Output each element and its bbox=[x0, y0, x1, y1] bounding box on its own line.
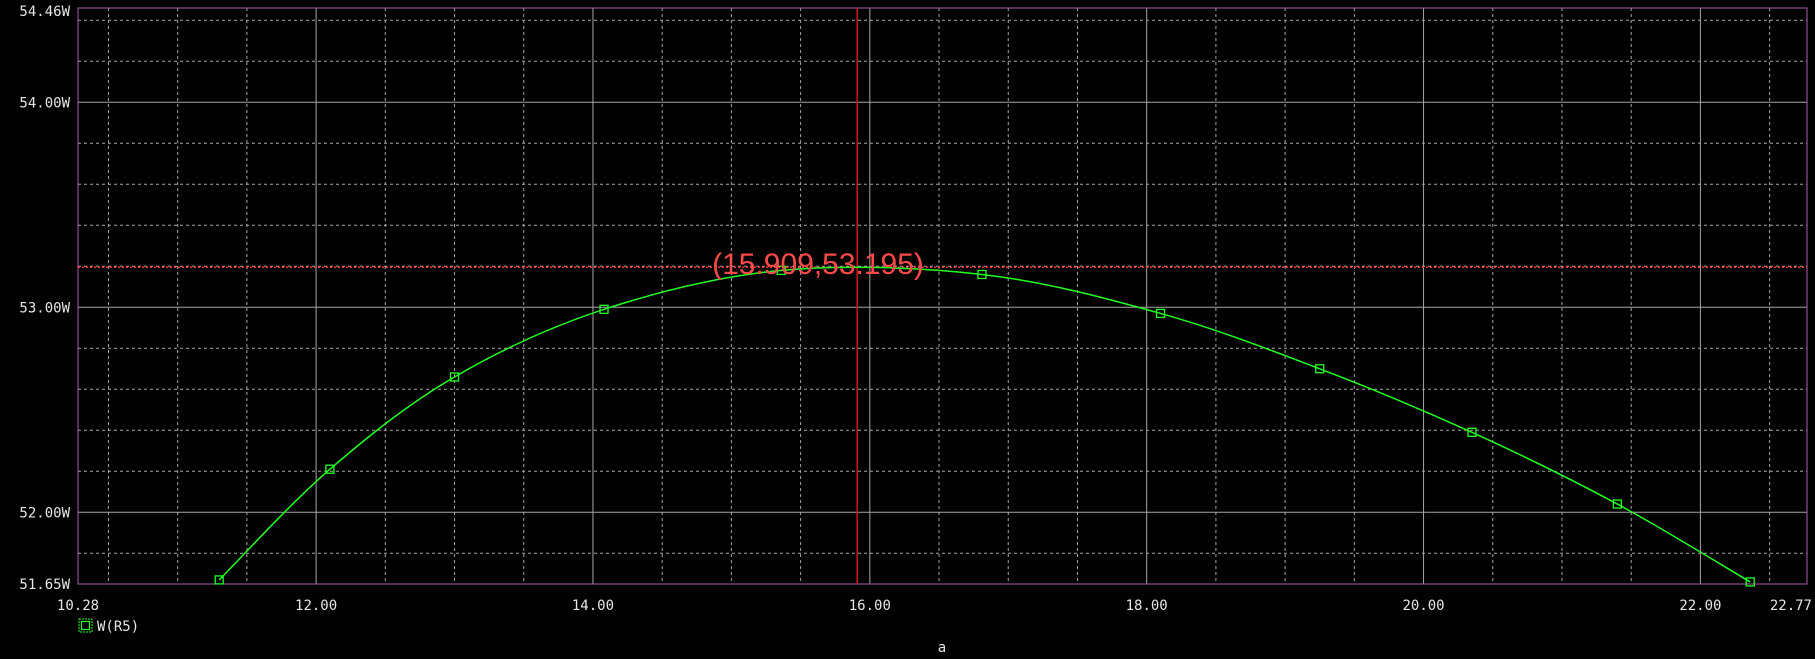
plot-border bbox=[77, 7, 1808, 585]
legend-series-label: W(R5) bbox=[97, 619, 139, 635]
x-tick-label: 16.00 bbox=[849, 598, 891, 614]
y-tick-label: 52.00W bbox=[19, 505, 70, 521]
x-tick-label: 14.00 bbox=[572, 598, 614, 614]
x-tick-label: 10.28 bbox=[57, 598, 99, 614]
legend-marker-icon bbox=[78, 618, 93, 633]
x-axis-ticks: 10.28 12.00 14.00 16.00 18.00 20.00 22.00 22.77 bbox=[57, 598, 1812, 614]
series-layer bbox=[214, 265, 1755, 587]
data-point-marker bbox=[977, 269, 987, 280]
data-point-marker bbox=[1612, 499, 1622, 509]
data-point-marker bbox=[1467, 427, 1477, 437]
y-axis-ticks: 51.65W 52.00W 53.00W 54.00W 54.46W bbox=[19, 4, 70, 593]
data-point-marker bbox=[214, 575, 224, 585]
y-tick-label: 51.65W bbox=[19, 577, 70, 593]
legend-marker-square bbox=[80, 620, 91, 631]
x-tick-label: 22.00 bbox=[1679, 598, 1721, 614]
data-point-marker bbox=[1155, 308, 1166, 319]
y-tick-label: 54.00W bbox=[19, 95, 70, 111]
data-point-marker bbox=[449, 372, 460, 382]
data-point-marker bbox=[599, 304, 609, 314]
data-point-marker bbox=[776, 265, 786, 276]
data-point-marker bbox=[325, 464, 335, 474]
legend[interactable]: W(R5) bbox=[78, 618, 139, 635]
data-point-marker bbox=[1315, 364, 1325, 374]
series-line bbox=[218, 266, 1751, 583]
y-tick-label: 54.46W bbox=[19, 4, 70, 20]
x-tick-label: 18.00 bbox=[1126, 598, 1168, 614]
x-tick-label: 20.00 bbox=[1402, 598, 1444, 614]
y-tick-label: 53.00W bbox=[19, 300, 70, 316]
x-tick-label: 22.77 bbox=[1770, 598, 1812, 614]
plot-frame bbox=[77, 7, 1808, 585]
cursor-crosshair[interactable] bbox=[78, 8, 1807, 584]
x-tick-label: 12.00 bbox=[295, 598, 337, 614]
cursor-readout: (15.909,53.195) bbox=[712, 248, 924, 281]
x-axis-label: a bbox=[938, 640, 946, 656]
grid bbox=[78, 8, 1807, 584]
data-point-marker bbox=[1745, 577, 1755, 587]
